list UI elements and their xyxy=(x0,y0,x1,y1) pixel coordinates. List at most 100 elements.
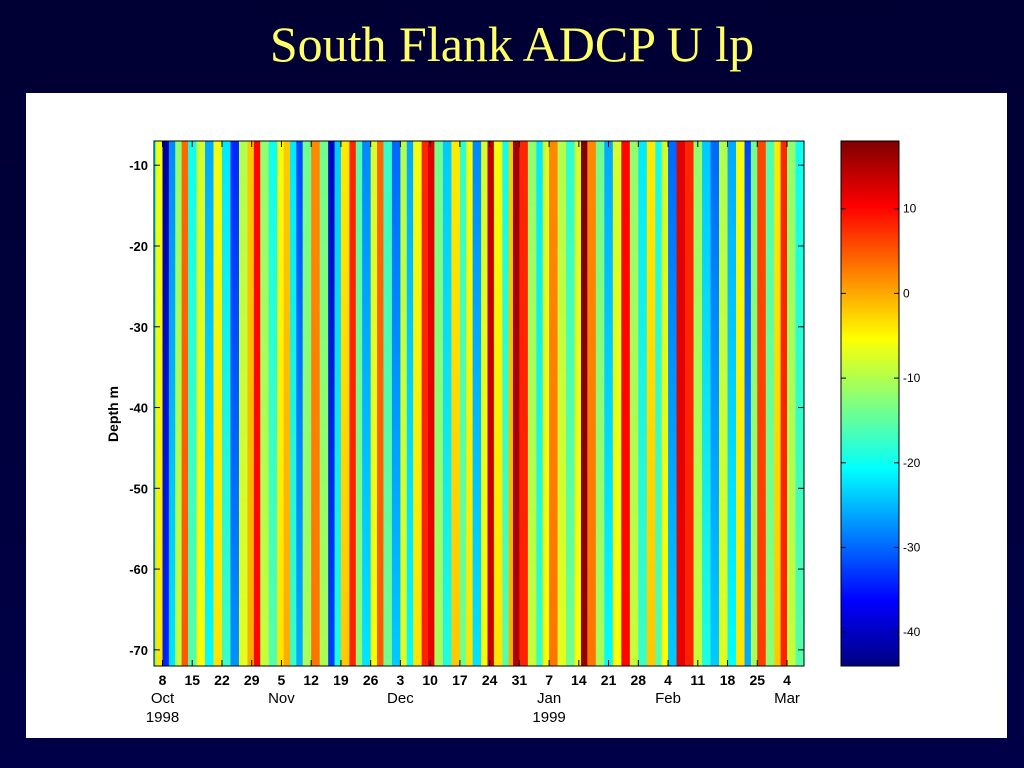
heatmap-band xyxy=(196,141,206,666)
heatmap-band xyxy=(319,141,329,666)
heatmap-band xyxy=(574,141,582,666)
heatmap-band xyxy=(334,141,342,666)
y-tick-label: -30 xyxy=(129,320,148,335)
colorbar-tick-label: -40 xyxy=(903,625,921,639)
heatmap-band xyxy=(370,141,378,666)
colorbar-tick-label: -10 xyxy=(903,371,921,385)
x-tick-label: 28 xyxy=(631,672,647,688)
x-year-label: 1998 xyxy=(146,709,179,726)
x-month-label: Dec xyxy=(387,690,414,707)
heatmap-band xyxy=(175,141,183,666)
heatmap-band xyxy=(377,141,385,666)
heatmap-band xyxy=(302,141,312,666)
heatmap-band xyxy=(702,141,712,666)
heatmap-band xyxy=(181,141,189,666)
y-tick-label: -50 xyxy=(129,481,148,496)
heatmap-band xyxy=(750,141,758,666)
heatmap-band xyxy=(566,141,576,666)
heatmap-band xyxy=(621,141,631,666)
x-month-label: Mar xyxy=(774,690,800,707)
heatmap-band xyxy=(685,141,695,666)
heatmap-band xyxy=(587,141,597,666)
heatmap-band xyxy=(757,141,767,666)
heatmap-band xyxy=(221,141,232,666)
heatmap-band xyxy=(391,141,402,666)
heatmap-band xyxy=(362,141,372,666)
y-tick-label: -60 xyxy=(129,562,148,577)
heatmap-band xyxy=(557,141,567,666)
x-tick-label: 18 xyxy=(720,672,736,688)
heatmap-band xyxy=(676,141,686,666)
x-month-label: Jan xyxy=(537,690,561,707)
heatmap-band xyxy=(238,141,249,666)
heatmap-band xyxy=(268,141,278,666)
x-tick-label: 21 xyxy=(601,672,617,688)
x-tick-label: 15 xyxy=(184,672,200,688)
heatmap-band xyxy=(204,141,215,666)
heatmap-band xyxy=(710,141,720,666)
colorbar-tick-label: -20 xyxy=(903,456,921,470)
x-tick-label: 8 xyxy=(159,672,167,688)
heatmap-band xyxy=(787,141,797,666)
heatmap-band xyxy=(655,141,663,666)
x-month-label: Nov xyxy=(268,690,295,707)
heatmap-band xyxy=(595,141,605,666)
heatmap-band xyxy=(527,141,537,666)
heatmap-band xyxy=(502,141,510,666)
heatmap-band xyxy=(736,141,746,666)
heatmap-band xyxy=(744,141,752,666)
heatmap-band xyxy=(247,141,255,666)
adcp-heatmap-figure: -10 -20 -30 -40 -50 -60 -70 Depth m 8 15 22 29 5 12 19… xyxy=(105,140,921,726)
x-tick-label: 4 xyxy=(783,672,791,688)
x-tick-label: 10 xyxy=(422,672,438,688)
slide-title: South Flank ADCP U lp xyxy=(269,16,755,72)
x-tick-label: 17 xyxy=(452,672,468,688)
heatmap-band xyxy=(638,141,648,666)
heatmap-band xyxy=(406,141,414,666)
heatmap-band xyxy=(519,141,529,666)
heatmap-band xyxy=(162,141,170,666)
x-tick-label: 19 xyxy=(333,672,349,688)
heatmap-band xyxy=(604,141,614,666)
heatmap-band xyxy=(355,141,363,666)
colorbar-tick-label: 0 xyxy=(903,286,910,300)
heatmap-band xyxy=(230,141,240,666)
x-month-label: Feb xyxy=(655,690,681,707)
x-tick-label: 25 xyxy=(749,672,765,688)
x-month-label: Oct xyxy=(151,690,175,707)
heatmap-band xyxy=(549,141,559,666)
heatmap-band xyxy=(340,141,351,666)
heatmap-band xyxy=(774,141,782,666)
heatmap-band xyxy=(168,141,176,666)
x-tick-label: 12 xyxy=(303,672,319,688)
heatmap-band xyxy=(795,141,805,666)
heatmap-band xyxy=(442,141,452,666)
heatmap-band xyxy=(493,141,503,666)
heatmap-band xyxy=(383,141,393,666)
x-tick-label: 5 xyxy=(278,672,286,688)
heatmap-bands xyxy=(154,141,805,666)
heatmap-band xyxy=(472,141,482,666)
heatmap-band xyxy=(765,141,775,666)
heatmap-band xyxy=(481,141,489,666)
heatmap-band xyxy=(719,141,729,666)
heatmap-band xyxy=(187,141,198,666)
heatmap-band xyxy=(508,141,514,666)
x-tick-label: 29 xyxy=(244,672,260,688)
x-tick-label: 26 xyxy=(363,672,379,688)
heatmap-band xyxy=(612,141,622,666)
heatmap-band xyxy=(629,141,639,666)
heatmap-band xyxy=(283,141,291,666)
heatmap-band xyxy=(260,141,270,666)
y-tick-label: -40 xyxy=(129,401,148,416)
heatmap-band xyxy=(487,141,495,666)
x-tick-label: 24 xyxy=(482,672,498,688)
heatmap-band xyxy=(253,141,261,666)
x-tick-label: 4 xyxy=(664,672,672,688)
x-year-label: 1999 xyxy=(532,709,565,726)
y-tick-label: -10 xyxy=(129,158,148,173)
heatmap-band xyxy=(213,141,223,666)
heatmap-band xyxy=(277,141,285,666)
y-tick-label: -20 xyxy=(129,239,148,254)
heatmap-band xyxy=(727,141,737,666)
